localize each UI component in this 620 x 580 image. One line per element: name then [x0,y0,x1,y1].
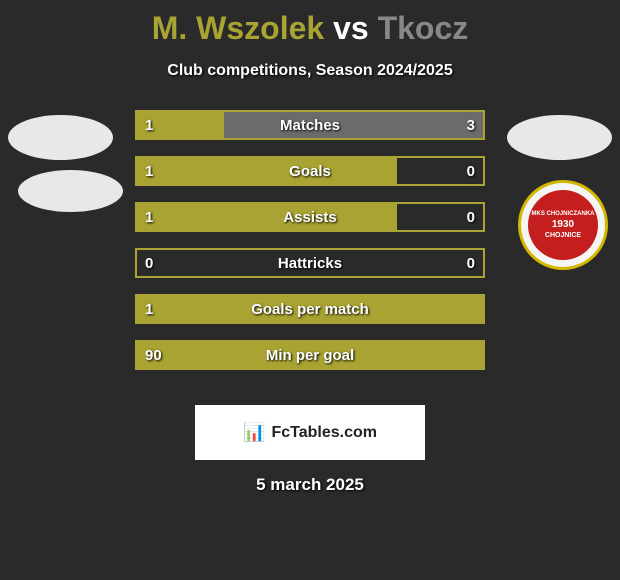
stat-value-left: 1 [145,163,153,180]
stat-value-left: 1 [145,301,153,318]
player2-logo-placeholder [507,115,612,160]
stat-label: Min per goal [137,347,483,364]
stat-label: Goals per match [137,301,483,318]
stat-value-left: 1 [145,117,153,134]
player1-name: M. Wszolek [152,10,324,46]
stat-value-left: 90 [145,347,162,364]
club-badge-year: 1930 [548,217,578,232]
stat-label: Matches [137,117,483,134]
stat-row: Matches1 3 [135,110,485,140]
footer-site: FcTables.com [271,424,377,442]
vs-text: vs [333,10,369,46]
player2-name: Tkocz [378,10,469,46]
stat-value-right: 0 [467,209,475,226]
stat-value-right: 0 [467,163,475,180]
comparison-title: M. Wszolek vs Tkocz [0,0,620,47]
date: 5 march 2025 [0,475,620,495]
stat-value-left: 1 [145,209,153,226]
stat-label: Goals [137,163,483,180]
stat-row: Assists1 0 [135,202,485,232]
player1-logo-placeholder-2 [18,170,123,212]
comparison-area: MKS CHOJNICZANKA 1930 CHOJNICE Matches13… [0,110,620,390]
stat-value-left: 0 [145,255,153,272]
stat-label: Hattricks [137,255,483,272]
stat-row: Goals1 0 [135,156,485,186]
bars-container: Matches13Goals10Assists10Hattricks00Goal… [135,110,485,386]
stat-value-right: 3 [467,117,475,134]
club-badge-bottom: CHOJNICE [545,232,581,239]
stat-row: Goals per match1 [135,294,485,324]
stat-value-right: 0 [467,255,475,272]
player1-logo-placeholder [8,115,113,160]
chart-icon: 📊 [243,422,265,443]
footer-banner[interactable]: 📊 FcTables.com [195,405,425,460]
stat-row: Hattricks0 0 [135,248,485,278]
club-badge: MKS CHOJNICZANKA 1930 CHOJNICE [518,180,608,270]
stat-row: Min per goal90 [135,340,485,370]
stat-label: Assists [137,209,483,226]
subtitle: Club competitions, Season 2024/2025 [0,62,620,80]
club-badge-inner: MKS CHOJNICZANKA 1930 CHOJNICE [528,190,598,260]
